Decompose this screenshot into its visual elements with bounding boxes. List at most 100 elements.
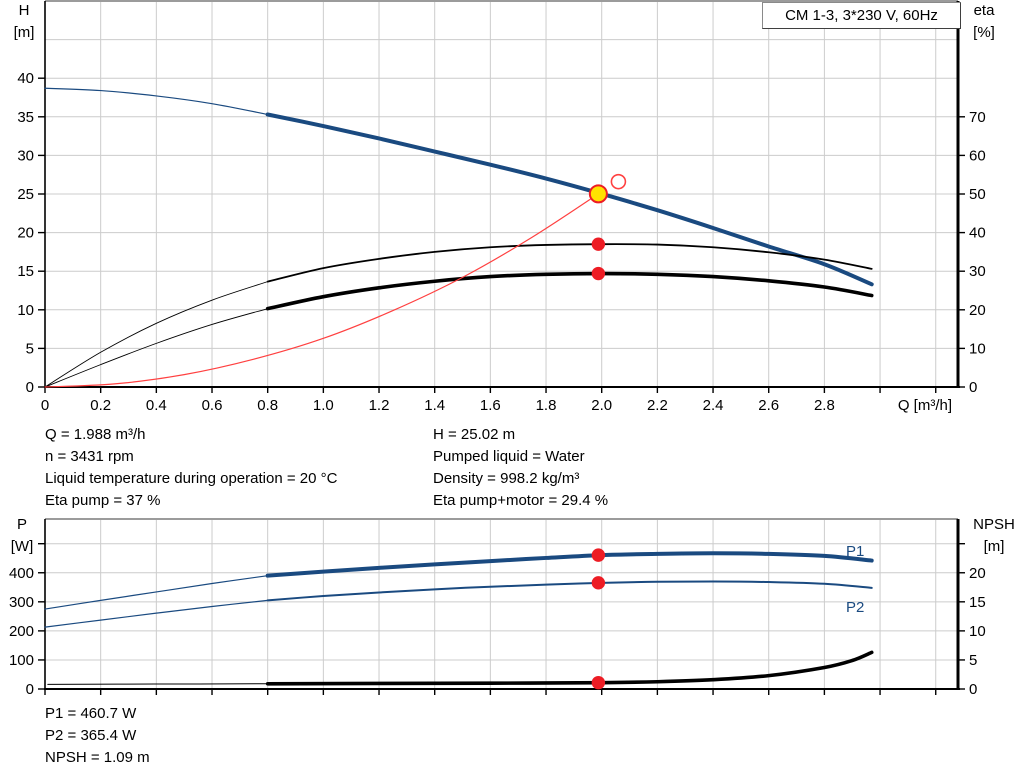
- p1-label: P1: [846, 543, 864, 560]
- svg-text:100: 100: [9, 652, 34, 669]
- svg-text:25: 25: [17, 186, 34, 203]
- duty-point: [588, 184, 608, 204]
- pn-ticks: 0 100 200 300 400 0 5 10 15 20: [9, 543, 986, 698]
- svg-text:0: 0: [41, 397, 49, 414]
- svg-text:5: 5: [26, 340, 34, 357]
- p-axis-unit: [W]: [10, 538, 34, 555]
- head-curve-main-segment: [265, 112, 874, 287]
- info-eta-pump: Eta pump = 37 %: [45, 492, 161, 509]
- svg-text:20: 20: [969, 565, 986, 582]
- info-liquid: Pumped liquid = Water: [433, 448, 585, 465]
- p1-point: [591, 548, 606, 562]
- info-p1: P1 = 460.7 W: [45, 705, 137, 722]
- hq-grid: [45, 1, 958, 387]
- svg-text:15: 15: [969, 594, 986, 611]
- svg-text:300: 300: [9, 594, 34, 611]
- npsh-axis-unit: [m]: [983, 538, 1005, 555]
- p1-curve: [44, 551, 874, 610]
- h-axis-unit: [m]: [13, 24, 35, 41]
- hq-ticks: 0 0.2 0.4 0.6 0.8 1.0 1.2 1.4 1.6 1.8 2.0 2.2 2.4 2.6…: [17, 70, 985, 414]
- target-point: [610, 173, 627, 190]
- p2-point: [591, 576, 606, 590]
- svg-text:2.2: 2.2: [647, 397, 668, 414]
- info-head: H = 25.02 m: [433, 426, 516, 443]
- svg-text:60: 60: [969, 147, 986, 164]
- head-efficiency-chart: 0 0.2 0.4 0.6 0.8 1.0 1.2 1.4 1.6 1.8 2.0 2.2 2.4 2.6…: [17, 0, 986, 414]
- svg-text:10: 10: [969, 340, 986, 357]
- eta-pump-point: [591, 237, 606, 251]
- svg-text:30: 30: [17, 147, 34, 164]
- eta-pump-motor-curve: [44, 271, 874, 388]
- system-curve-min-flow-segment: [44, 193, 599, 388]
- svg-text:10: 10: [969, 623, 986, 640]
- npsh-axis-label: NPSH: [973, 516, 1015, 533]
- svg-text:0.2: 0.2: [90, 397, 111, 414]
- svg-text:2.0: 2.0: [591, 397, 612, 414]
- svg-text:10: 10: [17, 302, 34, 319]
- pump-model-box: CM 1-3, 3*230 V, 60Hz: [762, 2, 961, 29]
- p2-label: P2: [846, 599, 864, 616]
- svg-text:2.8: 2.8: [814, 397, 835, 414]
- eta-axis-label: eta: [973, 2, 995, 19]
- p-axis-label: P: [16, 516, 27, 533]
- head-curve-min-flow-segment: [44, 87, 269, 116]
- p1-curve-main-segment: [265, 551, 874, 578]
- svg-text:35: 35: [17, 109, 34, 126]
- p2-curve-min-flow-segment: [44, 599, 269, 628]
- svg-text:1.8: 1.8: [536, 397, 557, 414]
- pump-model-label: CM 1-3, 3*230 V, 60Hz: [785, 7, 938, 24]
- eta-pump-curve-main-segment: [266, 243, 873, 283]
- svg-text:0: 0: [969, 379, 977, 396]
- power-npsh-chart: 0 100 200 300 400 0 5 10 15 20 P1 P2: [9, 518, 986, 698]
- eta-axis-unit: [%]: [973, 24, 995, 41]
- eta-pump-motor-curve-main-segment: [265, 271, 874, 311]
- svg-text:1.4: 1.4: [424, 397, 445, 414]
- hq-x-axis-title: Q [m³/h]: [898, 397, 952, 414]
- info-density: Density = 998.2 kg/m³: [433, 470, 580, 487]
- p2-curve: [44, 580, 873, 628]
- p1-curve-min-flow-segment: [44, 575, 269, 610]
- svg-text:0: 0: [969, 681, 977, 698]
- npsh-curve-min-flow-segment: [47, 683, 269, 685]
- power-info: P1 = 460.7 W P2 = 365.4 W NPSH = 1.09 m: [45, 703, 150, 769]
- svg-text:30: 30: [969, 263, 986, 280]
- svg-text:2.6: 2.6: [758, 397, 779, 414]
- svg-text:20: 20: [969, 302, 986, 319]
- svg-text:50: 50: [969, 186, 986, 203]
- head-curve: [44, 87, 874, 287]
- svg-text:1.0: 1.0: [313, 397, 334, 414]
- svg-text:1.2: 1.2: [369, 397, 390, 414]
- svg-text:0: 0: [26, 681, 34, 698]
- npsh-curve: [47, 650, 874, 686]
- system-curve: [44, 193, 599, 388]
- npsh-point: [591, 675, 606, 690]
- info-temperature: Liquid temperature during operation = 20…: [45, 470, 338, 487]
- svg-text:0.6: 0.6: [202, 397, 223, 414]
- npsh-curve-main-segment: [265, 650, 874, 686]
- svg-text:15: 15: [17, 263, 34, 280]
- svg-text:5: 5: [969, 652, 977, 669]
- info-eta-pump-motor: Eta pump+motor = 29.4 %: [433, 492, 609, 509]
- eta-pump-curve: [44, 243, 873, 388]
- svg-text:40: 40: [17, 70, 34, 87]
- svg-text:200: 200: [9, 623, 34, 640]
- info-p2: P2 = 365.4 W: [45, 727, 137, 744]
- eta-pump-motor-point: [591, 266, 606, 281]
- svg-text:2.4: 2.4: [703, 397, 724, 414]
- h-axis-label: H: [18, 2, 30, 19]
- operating-info-left: Q = 1.988 m³/h n = 3431 rpm Liquid tempe…: [45, 424, 337, 512]
- info-speed: n = 3431 rpm: [45, 448, 134, 465]
- svg-text:1.6: 1.6: [480, 397, 501, 414]
- svg-text:0: 0: [26, 379, 34, 396]
- svg-text:400: 400: [9, 565, 34, 582]
- info-npsh: NPSH = 1.09 m: [45, 749, 150, 766]
- svg-text:0.4: 0.4: [146, 397, 167, 414]
- svg-text:40: 40: [969, 225, 986, 242]
- operating-info-right: H = 25.02 m Pumped liquid = Water Densit…: [433, 424, 608, 512]
- svg-text:0.8: 0.8: [257, 397, 278, 414]
- pn-grid: [45, 519, 958, 689]
- svg-text:20: 20: [17, 225, 34, 242]
- pn-frame: [44, 518, 960, 690]
